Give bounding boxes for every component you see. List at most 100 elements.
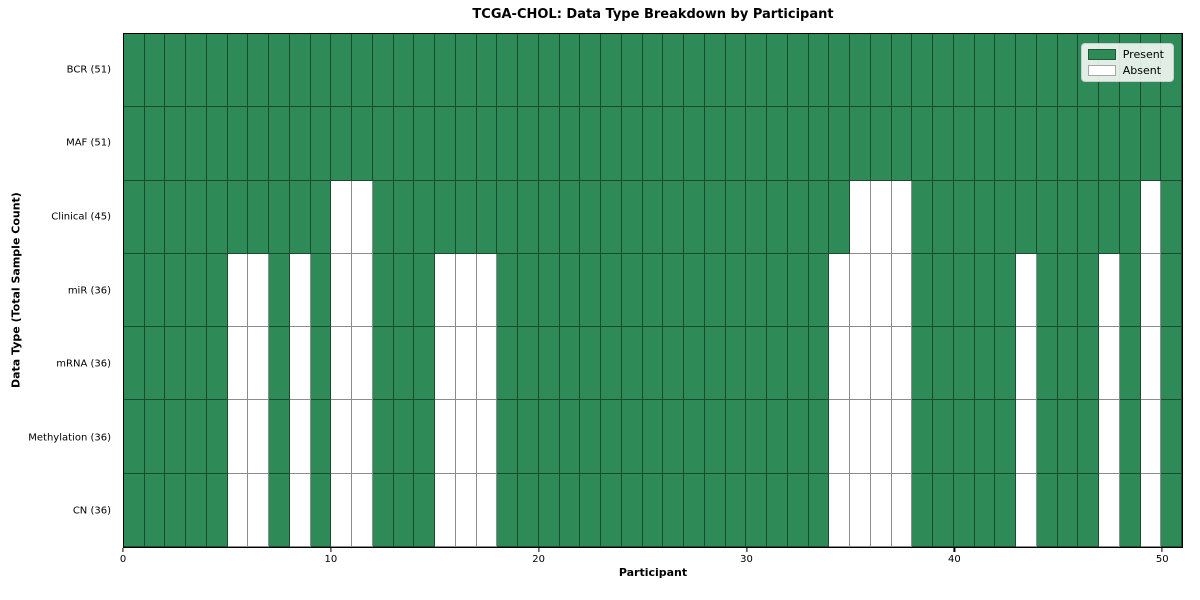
- heatmap-cell: [352, 34, 373, 108]
- heatmap-cell: [642, 473, 664, 547]
- heatmap-cell: [891, 327, 913, 401]
- heatmap-cell: [331, 34, 353, 108]
- heatmap-cell: [912, 253, 934, 328]
- heatmap-cell: [995, 400, 1017, 474]
- heatmap-cell: [1016, 253, 1037, 328]
- heatmap-cell: [352, 473, 373, 547]
- heatmap-cell: [227, 327, 249, 401]
- heatmap-cell: [165, 180, 187, 254]
- heatmap-cell: [953, 180, 975, 254]
- heatmap-cell: [1016, 180, 1037, 254]
- heatmap-cell: [725, 34, 747, 108]
- heatmap-cell: [1057, 400, 1079, 474]
- heatmap-cell: [538, 327, 560, 401]
- heatmap-cell: [538, 180, 560, 254]
- heatmap-cell: [933, 327, 954, 401]
- y-tick-label: Methylation (36): [28, 432, 111, 444]
- heatmap-cell: [393, 34, 415, 108]
- heatmap-cell: [787, 253, 809, 328]
- heatmap-cell: [663, 34, 685, 108]
- heatmap-cell: [767, 253, 788, 328]
- heatmap-cell: [186, 400, 207, 474]
- heatmap-cell: [144, 473, 166, 547]
- heatmap-cell: [933, 107, 954, 181]
- heatmap-cell: [206, 473, 228, 547]
- heatmap-cell: [704, 107, 726, 181]
- heatmap-cell: [289, 107, 311, 181]
- heatmap-cell: [829, 253, 851, 328]
- heatmap-cell: [704, 180, 726, 254]
- heatmap-cell: [663, 473, 685, 547]
- heatmap-cell: [165, 253, 187, 328]
- heatmap-cell: [704, 327, 726, 401]
- heatmap-cell: [663, 107, 685, 181]
- heatmap-cell: [144, 327, 166, 401]
- heatmap-cell: [1099, 327, 1120, 401]
- heatmap-cell: [621, 473, 643, 547]
- heatmap-cell: [435, 473, 456, 547]
- heatmap-cell: [248, 473, 270, 547]
- heatmap-cell: [787, 400, 809, 474]
- heatmap-cell: [165, 34, 187, 108]
- heatmap-cell: [1078, 107, 1100, 181]
- heatmap-cell: [352, 253, 373, 328]
- heatmap-cell: [580, 473, 602, 547]
- heatmap-cell: [704, 253, 726, 328]
- heatmap-cell: [1099, 400, 1120, 474]
- heatmap-cell: [912, 473, 934, 547]
- heatmap-cell: [1078, 327, 1100, 401]
- heatmap-cell: [497, 180, 519, 254]
- heatmap-cell: [580, 253, 602, 328]
- heatmap-cell: [1016, 34, 1037, 108]
- heatmap-cell: [974, 107, 996, 181]
- heatmap-cell: [393, 180, 415, 254]
- heatmap-cell: [1036, 34, 1058, 108]
- heatmap-cell: [289, 253, 311, 328]
- heatmap-cell: [248, 180, 270, 254]
- heatmap-cell: [372, 253, 394, 328]
- y-tick-label: BCR (51): [66, 64, 111, 76]
- heatmap-cell: [372, 400, 394, 474]
- heatmap-cell: [538, 253, 560, 328]
- heatmap-cell: [870, 34, 892, 108]
- heatmap-cell: [974, 180, 996, 254]
- heatmap-cell: [642, 400, 664, 474]
- heatmap-cell: [476, 34, 498, 108]
- heatmap-cell: [725, 180, 747, 254]
- heatmap-cell: [684, 180, 705, 254]
- heatmap-cell: [684, 327, 705, 401]
- heatmap-cell: [186, 180, 207, 254]
- heatmap-cell: [455, 253, 477, 328]
- heatmap-cell: [891, 107, 913, 181]
- heatmap-cell: [1057, 34, 1079, 108]
- heatmap-cell: [393, 400, 415, 474]
- heatmap-cell: [684, 473, 705, 547]
- heatmap-cell: [1057, 327, 1079, 401]
- heatmap-cell: [393, 107, 415, 181]
- heatmap-cell: [621, 107, 643, 181]
- heatmap-cell: [248, 400, 270, 474]
- heatmap-cell: [269, 327, 290, 401]
- heatmap-cell: [850, 34, 871, 108]
- heatmap-cell: [870, 107, 892, 181]
- x-tick-mark: [953, 548, 955, 552]
- heatmap-cell: [850, 400, 871, 474]
- heatmap-cell: [372, 107, 394, 181]
- x-tick-label: 30: [740, 554, 753, 565]
- heatmap-cell: [1099, 253, 1120, 328]
- heatmap-cell: [206, 400, 228, 474]
- heatmap-cell: [393, 473, 415, 547]
- heatmap-cell: [518, 473, 539, 547]
- heatmap-cell: [912, 180, 934, 254]
- heatmap-cell: [497, 473, 519, 547]
- heatmap-cell: [1036, 253, 1058, 328]
- heatmap-cell: [642, 107, 664, 181]
- heatmap-cell: [933, 253, 954, 328]
- heatmap-grid: [124, 34, 1182, 547]
- heatmap-cell: [497, 34, 519, 108]
- heatmap-cell: [206, 107, 228, 181]
- heatmap-cell: [642, 180, 664, 254]
- heatmap-cell: [559, 400, 581, 474]
- heatmap-cell: [559, 253, 581, 328]
- heatmap-cell: [580, 400, 602, 474]
